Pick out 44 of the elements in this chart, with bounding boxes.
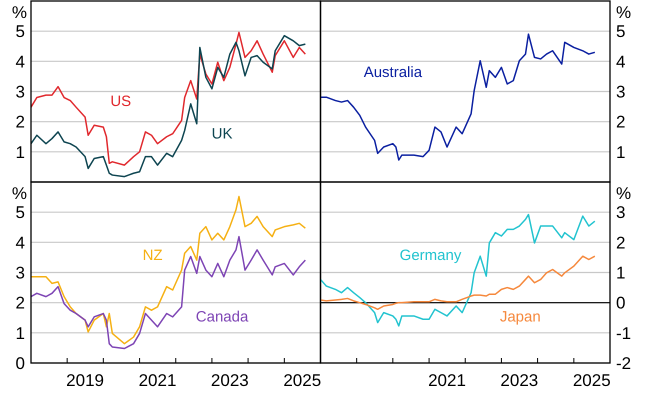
x-tick-label: 2021 [428,371,466,390]
series-label: Germany [400,246,462,264]
y-tick-label: 1 [616,142,626,162]
y-tick-label: 2 [16,112,25,132]
line-series [30,236,306,350]
y-tick-label: 2 [616,112,626,132]
series-label: UK [212,126,232,143]
y-tick-label: 3 [616,82,626,102]
y-tick-label: 0 [616,294,626,313]
x-tick-label: 2023 [500,371,538,390]
y-tick-label: 4 [16,233,25,252]
y-tick-label: 1 [16,324,25,343]
line-series [320,33,596,161]
y-tick-label: 3 [16,263,25,282]
y-axis-title: % [616,3,632,22]
y-tick-label: 4 [16,52,25,72]
y-tick-label: 3 [16,82,25,102]
x-tick-label: 2019 [66,371,104,390]
y-axis-title: % [12,3,27,22]
y-tick-label: 2 [616,233,626,252]
series-label: Japan [500,308,541,326]
y-tick-label: 1 [16,142,25,162]
y-tick-label: 5 [16,203,25,222]
y-axis-title: % [12,184,27,203]
x-tick-label: 2021 [138,371,176,390]
series-label: NZ [142,246,163,264]
x-tick-label: 2025 [572,371,611,390]
x-tick-label: 2023 [210,371,249,390]
line-series [320,214,596,327]
y-tick-label: 3 [616,203,626,222]
series-label: Australia [364,64,423,82]
x-tick-label: 2025 [283,371,322,390]
y-tick-label: 2 [16,294,25,313]
series-label: US [110,92,132,110]
y-tick-label: 5 [616,22,626,42]
y-tick-label: -2 [616,354,632,373]
y-axis-title: % [616,184,632,203]
y-tick-label: 1 [616,263,626,282]
series-label: Canada [196,308,249,326]
line-series [30,196,306,344]
y-tick-label: 4 [616,52,626,72]
y-tick-label: 5 [16,22,25,42]
y-tick-label: -1 [616,324,632,343]
y-tick-label: 0 [16,354,25,373]
